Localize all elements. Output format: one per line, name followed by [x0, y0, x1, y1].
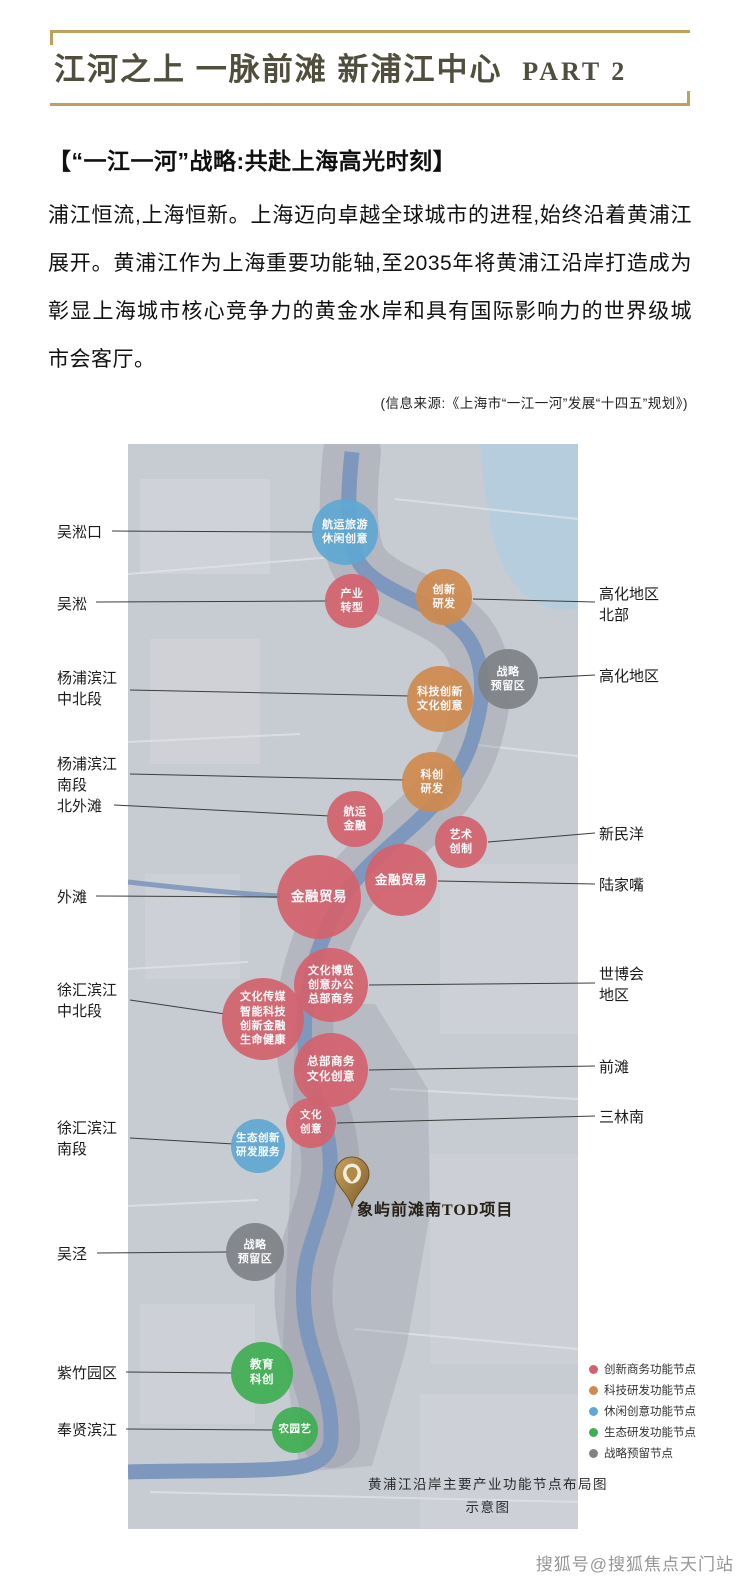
- map-label-right: 新民洋: [599, 826, 645, 843]
- map-caption: 黄浦江沿岸主要产业功能节点布局图 示意图: [328, 1474, 648, 1520]
- map-node: 文化传媒 智能科技 创新金融 生命健康: [222, 978, 304, 1060]
- gold-bracket-top: [50, 30, 690, 45]
- legend-label: 休闲创意功能节点: [604, 1406, 696, 1418]
- map-node: 金融贸易: [365, 844, 437, 916]
- legend-dot: [589, 1406, 598, 1416]
- map-node-label: 艺术 创制: [449, 828, 473, 855]
- map-node-label: 总部商务 文化创意: [307, 1056, 355, 1083]
- gold-bracket-bottom: [50, 91, 690, 106]
- map-label-right: 前滩: [599, 1059, 630, 1076]
- map-legend: 创新商务功能节点 科技研发功能节点 休闲创意功能节点 生态研发功能节点 战略预留…: [589, 1361, 696, 1461]
- map-section: 航运旅游 休闲创意 产业 转型 创新 研发 科技创新 文化创意 战略 预留区 科…: [0, 444, 740, 1534]
- map-label-right: 高化地区: [599, 668, 660, 685]
- map-node-label: 金融贸易: [291, 889, 347, 905]
- map-label-left: 吴淞口: [57, 524, 103, 541]
- legend-label: 生态研发功能节点: [604, 1427, 696, 1439]
- legend-label: 创新商务功能节点: [604, 1364, 696, 1376]
- map-node-label: 文化 创意: [300, 1109, 322, 1135]
- source-note: (信息来源:《上海市“一江一河”发展“十四五”规划》): [380, 396, 688, 411]
- map-node: 金融贸易: [277, 855, 361, 939]
- map-node-label: 生态创新 研发服务: [236, 1132, 280, 1158]
- legend-item: 生态研发功能节点: [589, 1424, 696, 1440]
- map-node: 航运旅游 休闲创意: [312, 499, 378, 565]
- location-pin-icon: [331, 1154, 373, 1212]
- map-node: 艺术 创制: [435, 816, 487, 868]
- map-label-left: 吴淞: [57, 596, 88, 613]
- watermark: 搜狐号@搜狐焦点天门站: [535, 1555, 734, 1574]
- map-node: 产业 转型: [325, 574, 379, 628]
- map-node: 总部商务 文化创意: [294, 1033, 368, 1107]
- map-label-left: 杨浦滨江 南段: [57, 756, 118, 794]
- map-node: 农园艺: [272, 1407, 318, 1453]
- legend-item: 战略预留节点: [589, 1445, 696, 1461]
- title-part: PART 2: [522, 57, 628, 86]
- map-node-label: 战略 预留区: [490, 665, 526, 692]
- map-label-left: 奉贤滨江: [57, 1422, 118, 1439]
- map-caption-line2: 示意图: [465, 1499, 511, 1515]
- map-node: 战略 预留区: [226, 1223, 284, 1281]
- legend-label: 科技研发功能节点: [604, 1385, 696, 1397]
- map-node: 创新 研发: [416, 569, 472, 625]
- legend-dot: [589, 1364, 598, 1374]
- legend-item: 休闲创意功能节点: [589, 1403, 696, 1419]
- map-node-label: 创新 研发: [432, 583, 456, 610]
- map-node: 文化博览 创意办公 总部商务: [294, 948, 368, 1022]
- map-node: 生态创新 研发服务: [231, 1119, 285, 1173]
- map-node-label: 金融贸易: [374, 872, 427, 887]
- title-text: 江河之上 一脉前滩 新浦江中心: [54, 52, 503, 87]
- map-label-right: 陆家嘴: [599, 877, 645, 894]
- map-node: 科技创新 文化创意: [407, 666, 473, 732]
- map-node-label: 战略 预留区: [237, 1238, 273, 1265]
- map-label-right: 世博会 地区: [599, 966, 645, 1004]
- map-node-label: 教育 科创: [250, 1359, 274, 1386]
- section-heading: 【“一江一河”战略:共赴上海高光时刻】: [48, 148, 457, 174]
- legend-dot: [589, 1448, 598, 1458]
- map-label-left: 徐汇滨江 南段: [57, 1120, 118, 1158]
- map-node: 科创 研发: [402, 752, 462, 812]
- legend-item: 创新商务功能节点: [589, 1361, 696, 1377]
- map-node-label: 文化博览 创意办公 总部商务: [308, 964, 354, 1006]
- map-label-left: 外滩: [57, 889, 88, 906]
- map-label-right: 高化地区 北部: [599, 586, 660, 624]
- map-label-left: 杨浦滨江 中北段: [57, 670, 118, 708]
- map-label-right: 三林南: [599, 1109, 645, 1126]
- map-node-label: 科技创新 文化创意: [417, 685, 463, 712]
- map-node-label: 文化传媒 智能科技 创新金融 生命健康: [240, 991, 286, 1047]
- map-label-left: 吴泾: [57, 1246, 88, 1263]
- map-node-label: 科创 研发: [420, 768, 444, 795]
- map-node-label: 航运 金融: [343, 805, 367, 832]
- pin-label: 象屿前滩南TOD项目: [357, 1202, 514, 1219]
- map-node: 教育 科创: [231, 1342, 293, 1404]
- legend-dot: [589, 1385, 598, 1395]
- map-node-label: 航运旅游 休闲创意: [322, 518, 368, 545]
- body-paragraph: 浦江恒流,上海恒新。上海迈向卓越全球城市的进程,始终沿着黄浦江展开。黄浦江作为上…: [48, 204, 692, 371]
- map-label-left: 紫竹园区: [57, 1365, 118, 1382]
- map-node-label: 农园艺: [278, 1423, 312, 1436]
- legend-label: 战略预留节点: [604, 1448, 673, 1460]
- map-caption-line1: 黄浦江沿岸主要产业功能节点布局图: [368, 1477, 608, 1492]
- legend-dot: [589, 1427, 598, 1437]
- map-node: 战略 预留区: [478, 649, 538, 709]
- legend-item: 科技研发功能节点: [589, 1382, 696, 1398]
- page-header: 江河之上 一脉前滩 新浦江中心 PART 2: [50, 30, 690, 106]
- page-title: 江河之上 一脉前滩 新浦江中心 PART 2: [54, 44, 686, 89]
- map-node: 航运 金融: [327, 791, 383, 847]
- map-node: 文化 创意: [286, 1098, 336, 1148]
- map-label-left: 徐汇滨江 中北段: [57, 982, 118, 1020]
- map-node-label: 产业 转型: [340, 587, 364, 614]
- map-label-left: 北外滩: [57, 798, 103, 815]
